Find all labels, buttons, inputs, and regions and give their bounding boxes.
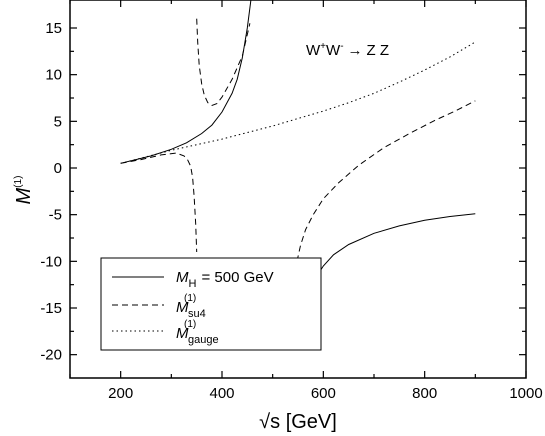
y-tick-label: 5: [54, 113, 62, 130]
process-annotation: W+W- → Z Z: [306, 41, 389, 59]
x-tick-label: 400: [209, 385, 234, 402]
series-solid-line: [306, 213, 476, 298]
series-dashed-line: [120, 152, 198, 253]
plot-frame: [69, 0, 527, 379]
x-axis-title: √s [GeV]: [259, 411, 337, 433]
y-tick-label: 0: [54, 160, 62, 177]
legend-label-gauge: M(1) gauge: [176, 319, 219, 346]
y-tick-label: 10: [45, 67, 62, 84]
x-tick-label: 600: [311, 385, 336, 402]
y-tick-label: 15: [45, 20, 62, 37]
y-tick-label: -15: [40, 300, 62, 317]
legend-label-mh: MH = 500 GeV: [176, 269, 274, 290]
tick-labels: 200 400 600 800 1000 15 10 5 0 -5 -10 -15 -20: [40, 20, 542, 402]
legend-label-su4: M(1) su4: [176, 293, 206, 320]
series-dotted-line: [120, 41, 476, 164]
x-tick-label: 1000: [509, 385, 542, 402]
x-tick-label: 200: [108, 385, 133, 402]
legend-box: [100, 257, 322, 351]
y-axis-title: M(1): [13, 176, 35, 205]
y-tick-label: -5: [49, 207, 62, 224]
x-tick-label: 800: [412, 385, 437, 402]
plot-area: [120, 0, 476, 298]
legend: MH = 500 GeV M(1) su4 M(1) gauge: [100, 257, 322, 351]
ticks: [69, 0, 527, 378]
y-tick-label: -20: [40, 347, 62, 364]
y-tick-label: -10: [40, 253, 62, 270]
series-dashed-line: [296, 100, 476, 262]
series-dashed-line: [196, 18, 251, 107]
series-solid-line: [120, 0, 252, 164]
